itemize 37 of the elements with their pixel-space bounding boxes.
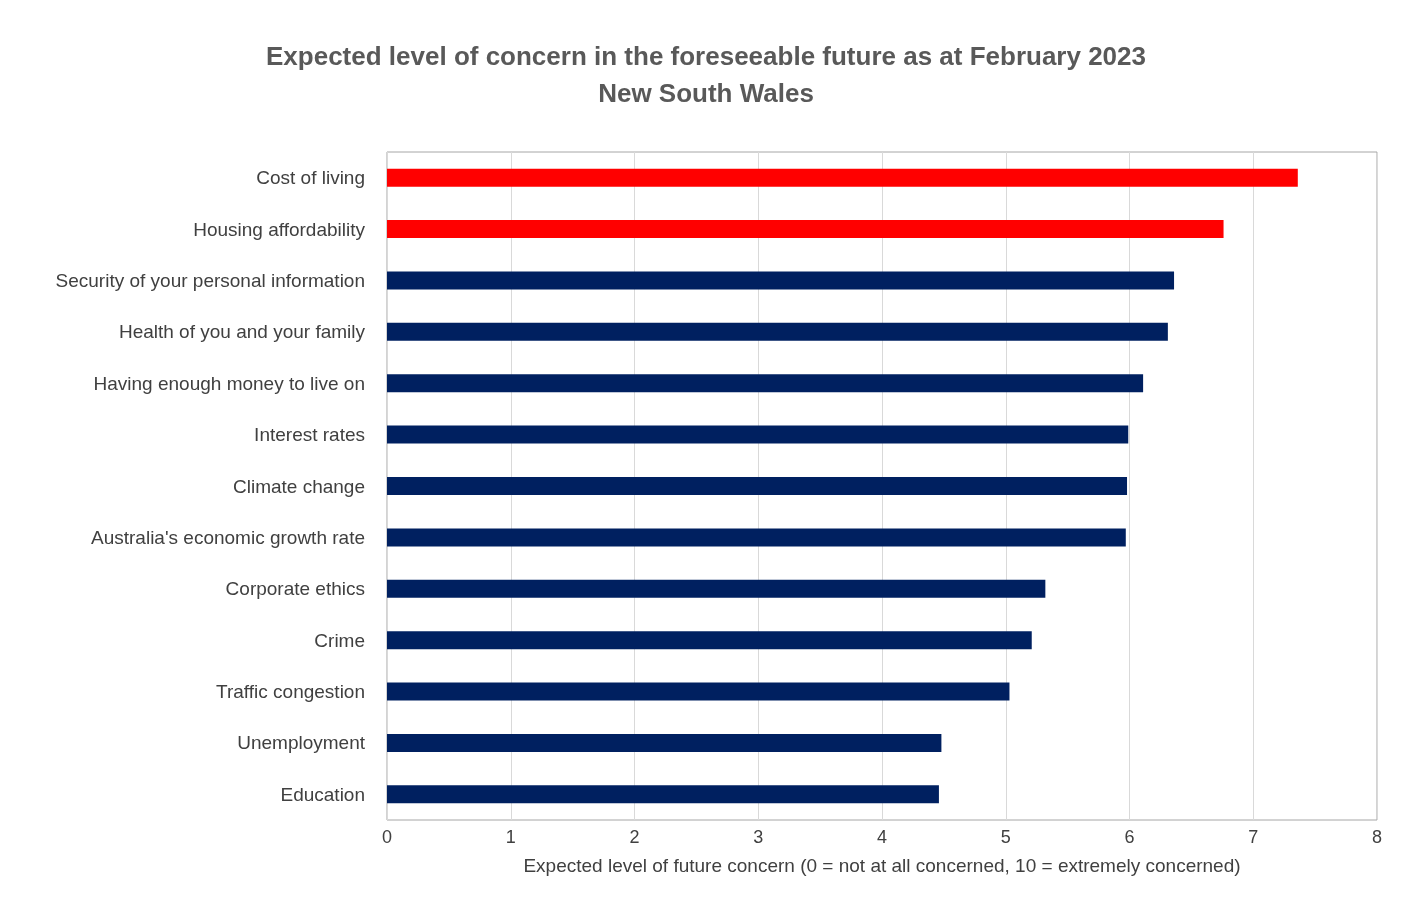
bar xyxy=(387,168,1298,187)
y-tick-label: Interest rates xyxy=(254,424,365,446)
bar xyxy=(387,631,1032,650)
bar xyxy=(387,477,1128,495)
y-tick-label: Security of your personal information xyxy=(55,269,365,291)
x-tick-label: 1 xyxy=(505,827,516,847)
bar xyxy=(387,425,1129,444)
y-tick-label: Cost of living xyxy=(256,167,365,189)
x-tick-label: 4 xyxy=(876,827,888,847)
y-tick-label: Crime xyxy=(314,629,365,651)
y-tick-label: Climate change xyxy=(232,475,365,497)
x-tick-label: 8 xyxy=(1371,827,1383,847)
y-tick-label: Housing affordability xyxy=(193,218,366,240)
chart-title: Expected level of concern in the foreseeable future as at February 2023 New South Wales xyxy=(265,40,1147,108)
bar xyxy=(387,220,1224,239)
y-tick-label: Corporate ethics xyxy=(225,578,365,600)
y-tick-label: Education xyxy=(280,783,365,805)
y-tick-label: Traffic congestion xyxy=(216,681,365,703)
x-tick-label: 7 xyxy=(1248,827,1259,847)
bar xyxy=(387,374,1144,393)
y-tick-label: Australia's economic growth rate xyxy=(91,526,365,548)
y-tick-label: Unemployment xyxy=(237,732,366,754)
x-tick-label: 2 xyxy=(629,827,640,847)
x-tick-label: 0 xyxy=(381,827,393,847)
bar xyxy=(387,682,1010,701)
bar xyxy=(387,528,1126,547)
x-tick-label: 5 xyxy=(1000,827,1011,847)
y-tick-label: Health of you and your family xyxy=(118,321,366,343)
x-tick-label: 3 xyxy=(753,827,764,847)
y-tick-label: Having enough money to live on xyxy=(93,372,365,394)
bar xyxy=(387,579,1046,598)
bar xyxy=(387,271,1175,290)
x-tick-label: 6 xyxy=(1124,827,1135,847)
x-axis-title: Expected level of future concern (0 = not at all concerned, 10 = extremely concerned) xyxy=(523,855,1241,876)
bar xyxy=(387,785,939,804)
bar xyxy=(387,322,1168,341)
bar xyxy=(387,733,942,752)
